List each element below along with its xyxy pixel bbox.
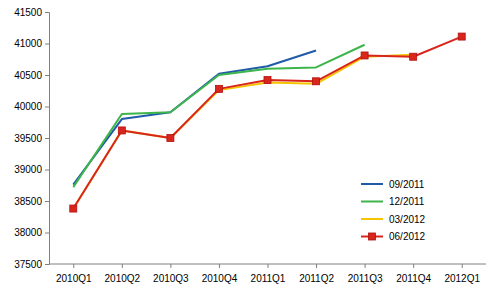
y-tick: 37500 [14,259,49,270]
legend-label: 09/2011 [389,179,425,190]
y-tick: 39500 [14,133,49,144]
x-tick-label: 2011Q1 [251,273,286,284]
y-tick-mark [45,44,49,45]
x-tick-label: 2010Q3 [153,273,189,284]
x-tick: 2010Q4 [202,264,238,284]
x-tick: 2010Q3 [153,264,189,284]
y-tick-label: 40500 [14,70,42,81]
legend-swatch [361,218,383,220]
y-tick-label: 39000 [14,164,42,175]
series-marker [70,205,77,212]
y-tick-label: 39500 [14,133,42,144]
y-tick-mark [45,75,49,76]
series-marker [313,78,320,85]
legend-item: 12/2011 [361,196,425,207]
x-tick-label: 2010Q1 [56,273,92,284]
series-marker [215,85,222,92]
legend-swatch [361,183,383,185]
chart: 37500 38000 38500 39000 39500 40000 40500 41000… [0,0,493,304]
legend-marker [369,233,376,240]
legend-label: 12/2011 [389,196,425,207]
y-tick: 41500 [14,7,49,18]
series-line [73,55,413,209]
y-tick: 39000 [14,164,49,175]
legend-item: 09/2011 [361,179,425,190]
y-tick-mark [45,12,49,13]
y-tick: 38000 [14,227,49,238]
x-tick: 2011Q2 [299,264,334,284]
legend-item: 06/2012 [361,231,426,242]
y-tick: 38500 [14,196,49,207]
legend: 09/2011 12/2011 03/2012 06/2012 [361,179,426,243]
x-tick: 2012Q1 [444,264,480,284]
x-tick: 2011Q4 [396,264,431,284]
x-tick-mark [122,264,123,268]
y-tick-mark [45,264,49,265]
legend-item: 03/2012 [361,214,426,225]
x-tick-mark [365,264,366,268]
x-tick-label: 2010Q2 [105,273,141,284]
y-tick-mark [45,107,49,108]
series-line [73,50,316,184]
x-tick: 2011Q3 [348,264,383,284]
x-tick-mark [219,264,220,268]
legend-swatch [361,201,383,203]
x-tick: 2011Q1 [251,264,286,284]
y-tick: 41000 [14,38,49,49]
y-axis: 37500 38000 38500 39000 39500 40000 40500 41000… [14,7,49,270]
y-tick-label: 41000 [14,38,42,49]
y-axis-line [45,13,50,265]
y-tick-mark [45,170,49,171]
x-tick-label: 2011Q2 [299,273,334,284]
x-tick-mark [316,264,317,268]
x-axis: 2010Q1 2010Q2 2010Q3 2010Q4 2011Q1 2011Q2 2011… [49,264,486,284]
series-marker [167,135,174,142]
x-tick-mark [170,264,171,268]
x-tick-label: 2012Q1 [444,273,480,284]
x-tick-label: 2010Q4 [202,273,238,284]
x-tick-mark [73,264,74,268]
series-marker [361,52,368,59]
y-tick-label: 38500 [14,196,42,207]
x-tick: 2010Q1 [56,264,92,284]
series-marker [410,53,417,60]
x-tick: 2010Q2 [105,264,141,284]
y-tick-label: 38000 [14,227,42,238]
x-tick-label: 2011Q4 [396,273,431,284]
y-tick-label: 37500 [14,259,42,270]
legend-label: 03/2012 [389,214,426,225]
plot-area [70,33,465,212]
y-tick-mark [45,233,49,234]
y-tick-mark [45,138,49,139]
y-tick-label: 41500 [14,7,42,18]
y-tick-mark [45,201,49,202]
y-tick-label: 40000 [14,101,42,112]
series-line [73,37,461,209]
x-tick-mark [413,264,414,268]
y-tick: 40000 [14,101,49,112]
x-tick-mark [462,264,463,268]
series-line [73,45,364,187]
x-tick-label: 2011Q3 [348,273,383,284]
y-tick: 40500 [14,70,49,81]
series-marker [458,33,465,40]
series-marker [118,127,125,134]
legend-label: 06/2012 [389,231,426,242]
x-tick-mark [268,264,269,268]
series-marker [264,77,271,84]
